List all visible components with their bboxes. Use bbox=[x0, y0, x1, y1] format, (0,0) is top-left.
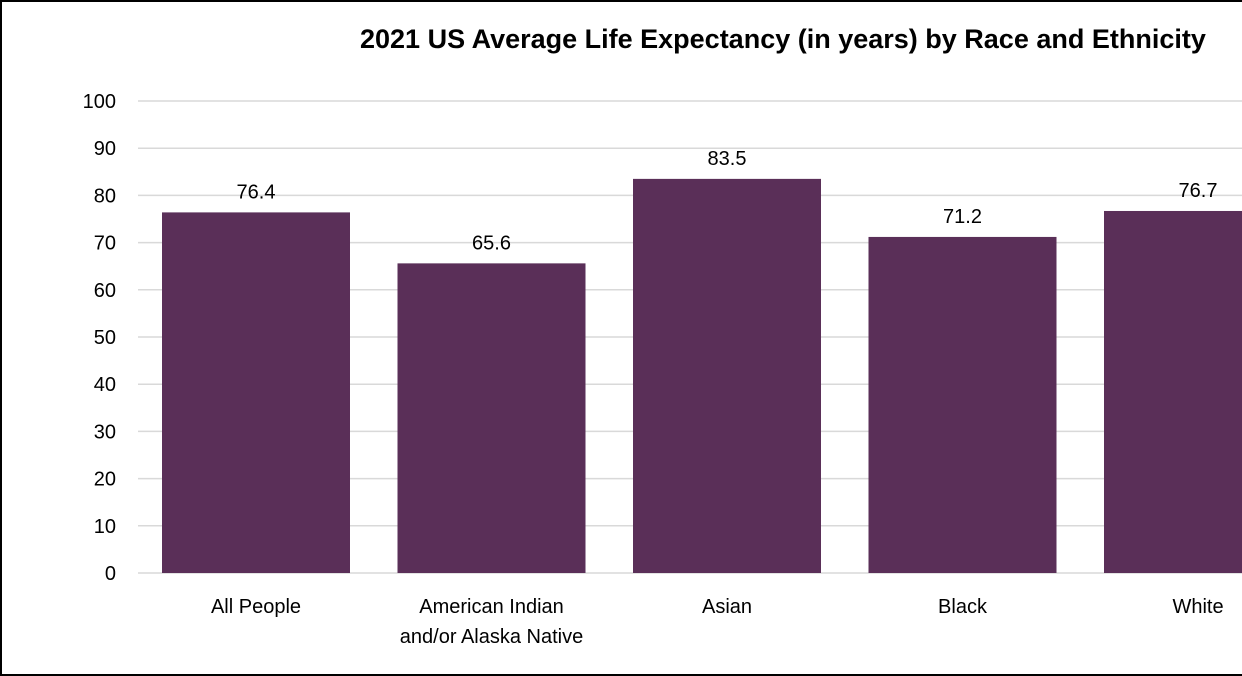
y-tick-label: 60 bbox=[94, 280, 116, 302]
bar bbox=[868, 236, 1057, 573]
chart-title: 2021 US Average Life Expectancy (in year… bbox=[360, 24, 1206, 54]
y-tick-label: 80 bbox=[94, 185, 116, 207]
bar bbox=[397, 263, 586, 573]
y-tick-label: 10 bbox=[94, 516, 116, 538]
y-tick-label: 20 bbox=[94, 469, 116, 491]
y-tick-label: 70 bbox=[94, 233, 116, 255]
data-labels: 76.4 65.6 83.5 71.2 76.7 bbox=[237, 148, 1218, 254]
y-tick-label: 90 bbox=[94, 138, 116, 160]
data-label: 65.6 bbox=[472, 232, 511, 254]
data-label: 76.4 bbox=[237, 181, 276, 203]
x-category-label: Asian bbox=[702, 596, 752, 618]
bar bbox=[162, 212, 350, 573]
y-tick-label: 50 bbox=[94, 327, 116, 349]
bar bbox=[633, 178, 821, 573]
y-tick-label: 100 bbox=[83, 91, 116, 113]
x-axis-categories: All People American Indian and/or Alaska N… bbox=[211, 596, 1224, 648]
x-category-label: and/or Alaska Native bbox=[400, 626, 583, 648]
x-category-label: White bbox=[1172, 596, 1223, 618]
y-tick-label: 30 bbox=[94, 421, 116, 443]
data-label: 83.5 bbox=[708, 148, 747, 170]
x-category-label: Black bbox=[938, 596, 988, 618]
x-category-label: All People bbox=[211, 596, 301, 618]
y-tick-label: 0 bbox=[105, 563, 116, 585]
bar bbox=[1104, 210, 1242, 573]
y-axis-ticks: 0 10 20 30 40 50 60 70 80 90 100 bbox=[83, 91, 116, 585]
x-category-label: American Indian bbox=[419, 596, 564, 618]
data-label: 71.2 bbox=[943, 206, 982, 228]
data-label: 76.7 bbox=[1179, 180, 1218, 202]
bars bbox=[162, 178, 1242, 573]
y-tick-label: 40 bbox=[94, 374, 116, 396]
